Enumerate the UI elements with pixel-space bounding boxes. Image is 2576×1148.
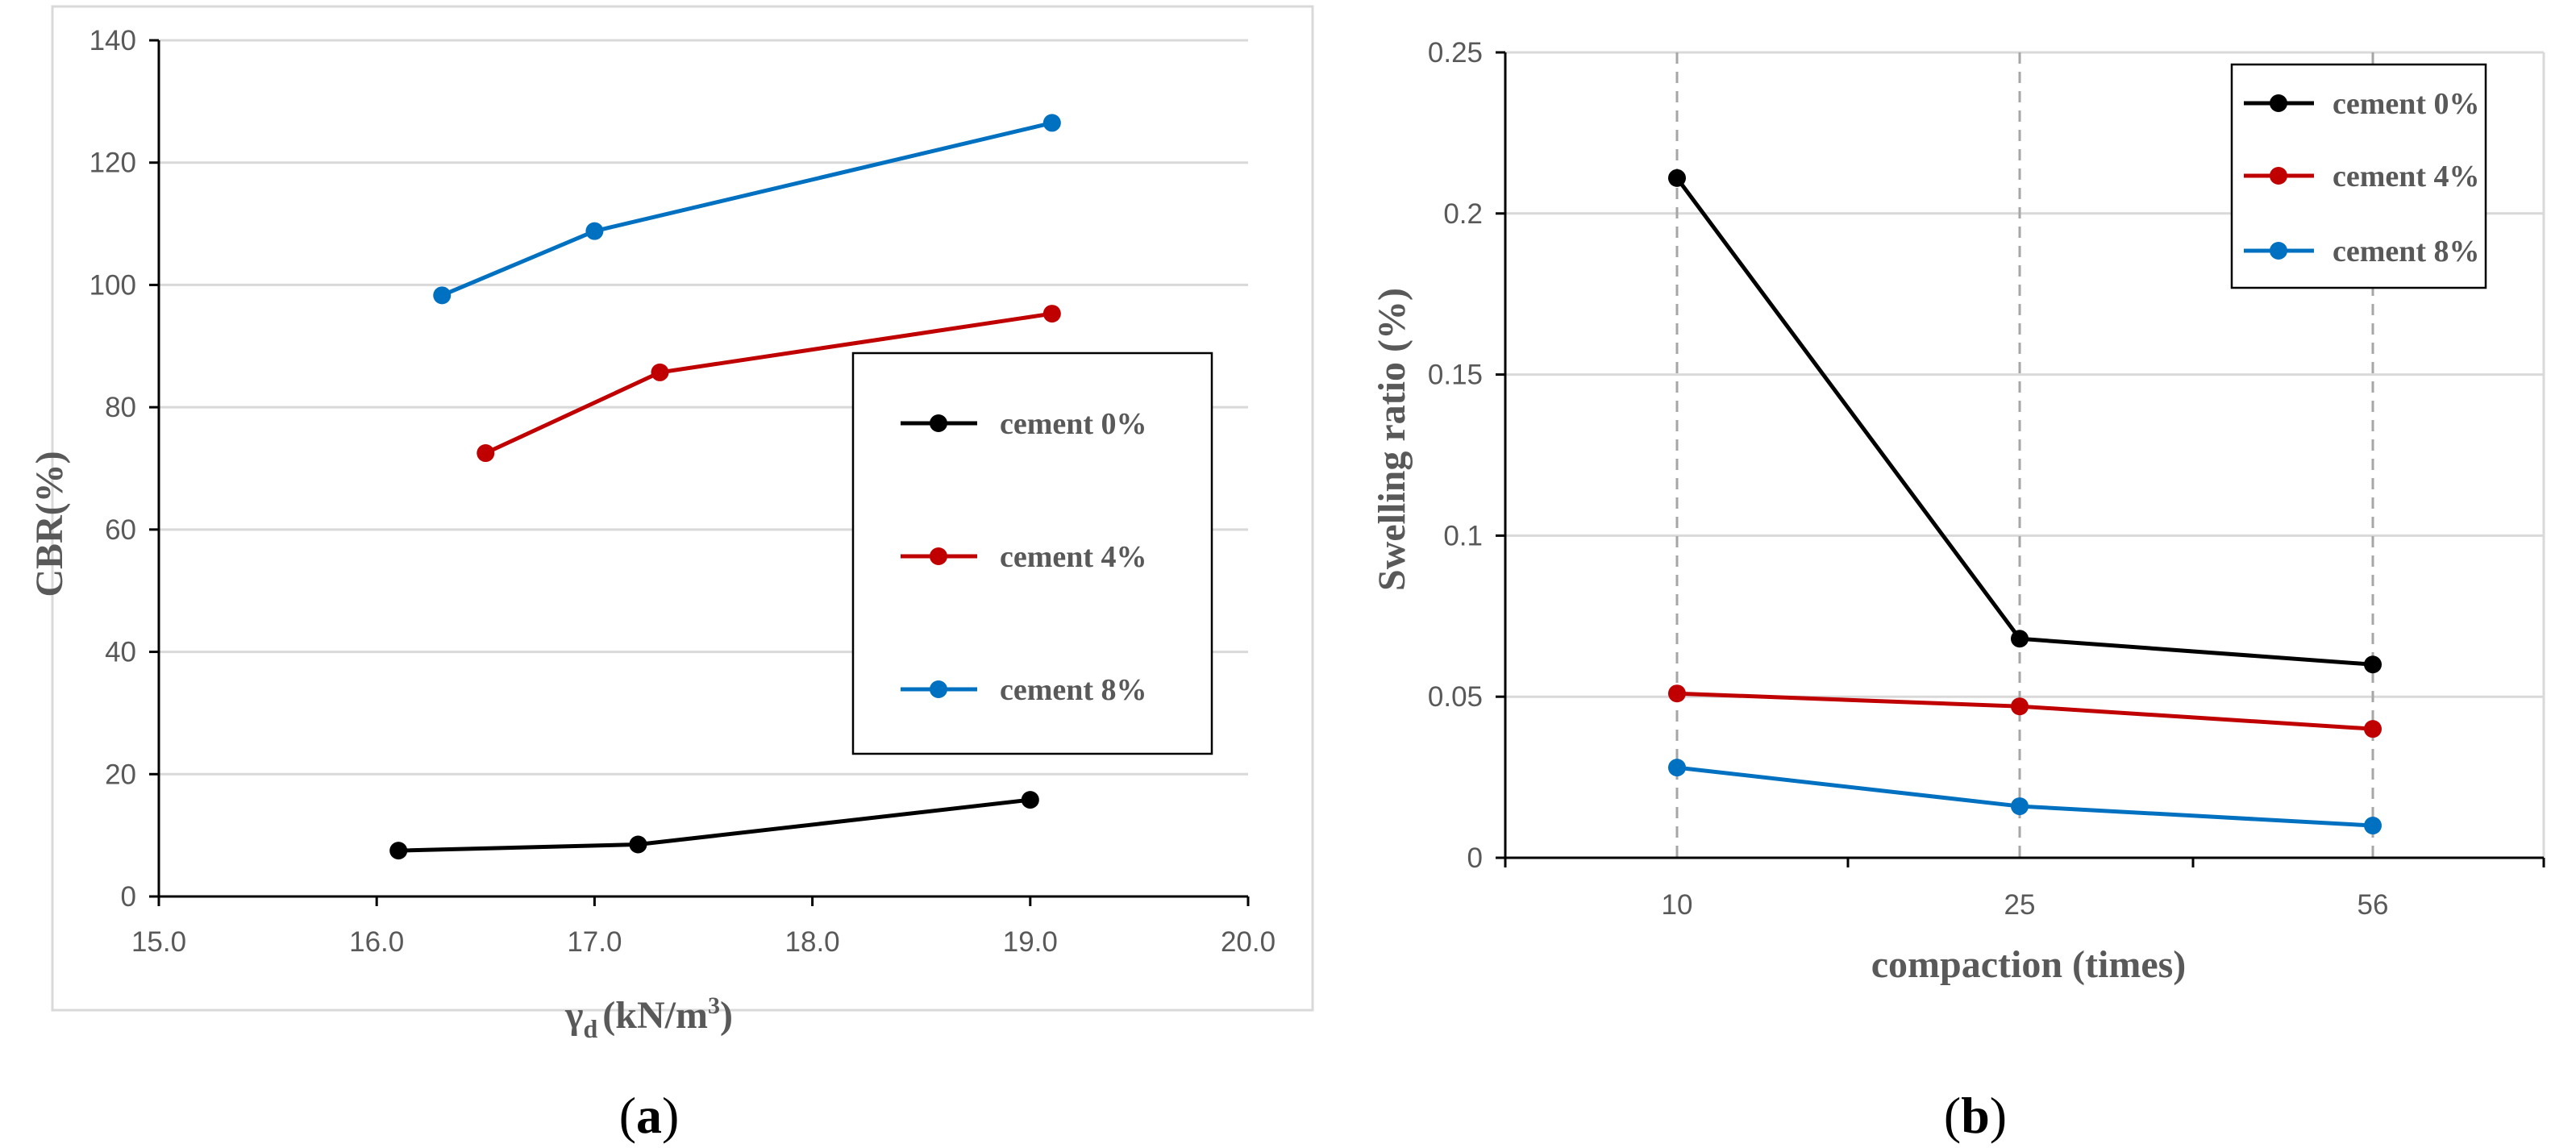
chart-a-legend: cement 0% cement 4% cement 8% bbox=[851, 351, 1213, 755]
chart-b-data-point bbox=[2364, 817, 2382, 835]
chart-a-data-point bbox=[1021, 791, 1039, 809]
chart-b-data-point bbox=[2364, 720, 2382, 738]
chart-a-panel-caption: (a) bbox=[619, 1087, 680, 1144]
chart-b-legend-swatch-marker bbox=[2270, 242, 2287, 260]
chart-a-x-tick-label: 18.0 bbox=[785, 926, 840, 958]
chart-b-data-point bbox=[2364, 655, 2382, 674]
chart-a-x-tick-label: 20.0 bbox=[1221, 926, 1276, 958]
chart-b-series-line-2 bbox=[1676, 765, 2374, 828]
chart-a-y-tick-labels: 0 20 40 60 80 100 120 140 bbox=[89, 25, 136, 913]
chart-a-x-label-unit-sup: 3 bbox=[708, 992, 720, 1019]
chart-a-y-tick-label: 40 bbox=[105, 637, 136, 668]
chart-a-data-point bbox=[433, 286, 452, 305]
chart-a-y-tick-label: 60 bbox=[105, 514, 136, 546]
chart-a-x-tick-label: 15.0 bbox=[131, 926, 186, 958]
chart-a-legend-box bbox=[851, 351, 1213, 755]
chart-a-y-tick-label: 100 bbox=[89, 269, 136, 301]
chart-a-legend-swatch-marker bbox=[930, 680, 947, 698]
chart-b-data-point bbox=[1668, 684, 1686, 703]
chart-a-x-label-symbol: γ bbox=[564, 994, 583, 1037]
chart-b-series bbox=[1668, 168, 2382, 835]
chart-a-data-point bbox=[585, 222, 604, 240]
chart-b-data-point bbox=[2011, 630, 2029, 648]
chart-b-data-point bbox=[1668, 759, 1686, 777]
chart-a-x-tick-label: 17.0 bbox=[567, 926, 622, 958]
chart-b-x-tick-label: 10 bbox=[1662, 889, 1693, 921]
chart-a-y-tick-label: 120 bbox=[89, 148, 136, 179]
chart-b-y-axis-label: Swelling ratio (%) bbox=[1371, 288, 1413, 591]
chart-a-y-axis-label: CBR(%) bbox=[28, 451, 71, 597]
chart-a-data-point bbox=[1042, 114, 1061, 132]
chart-b-y-tick-label: 0 bbox=[1467, 842, 1483, 874]
chart-b-x-tick-label: 25 bbox=[2004, 889, 2036, 921]
chart-a-data-point bbox=[389, 842, 408, 860]
chart-b-panel-caption: (b) bbox=[1944, 1087, 2007, 1144]
chart-a-y-tick-label: 140 bbox=[89, 25, 136, 56]
chart-b-y-tick-label: 0.2 bbox=[1443, 198, 1483, 230]
chart-a-x-tick-label: 16.0 bbox=[349, 926, 404, 958]
chart-b-legend-swatch-marker bbox=[2270, 94, 2287, 112]
chart-b-data-point bbox=[1668, 168, 1686, 187]
chart-a-y-tick-label: 0 bbox=[121, 881, 136, 913]
chart-a-y-tick-label: 20 bbox=[105, 759, 136, 790]
chart-a-data-point bbox=[629, 835, 647, 854]
chart-a-legend-label: cement 0% bbox=[1000, 407, 1147, 441]
chart-a-data-point bbox=[476, 444, 495, 463]
chart-b-y-tick-label: 0.15 bbox=[1428, 360, 1483, 391]
chart-b-x-tick-label: 56 bbox=[2358, 889, 2389, 921]
chart-b-y-tick-label: 0.1 bbox=[1443, 520, 1483, 551]
chart-a-x-tick-label: 19.0 bbox=[1003, 926, 1058, 958]
chart-a-x-axis-label: γd (kN/m3) bbox=[564, 992, 733, 1043]
chart-a-x-label-subscript: d bbox=[584, 1014, 598, 1043]
chart-b-x-tick-labels: 10 25 56 bbox=[1662, 889, 2389, 921]
chart-a-data-point bbox=[1042, 305, 1061, 323]
chart-a-y-tick-label: 80 bbox=[105, 392, 136, 423]
chart-b-legend-label: cement 4% bbox=[2333, 160, 2480, 193]
chart-a-axes bbox=[149, 39, 1250, 906]
chart-a-data-point bbox=[651, 363, 669, 381]
chart-a-legend-label: cement 4% bbox=[1000, 540, 1147, 574]
chart-a-legend-swatch-marker bbox=[930, 547, 947, 565]
chart-a-x-tick-labels: 15.0 16.0 17.0 18.0 19.0 20.0 bbox=[131, 926, 1276, 958]
chart-a: 0 20 40 60 80 100 120 140 15.0 16.0 17.0 18.0 19.0 2… bbox=[28, 5, 1314, 1144]
chart-b-panel-letter: b bbox=[1961, 1087, 1990, 1144]
chart-b-axes bbox=[1496, 51, 2545, 867]
chart-b-y-tick-labels: 0 0.05 0.1 0.15 0.2 0.25 bbox=[1428, 37, 1483, 874]
chart-a-series bbox=[389, 114, 1061, 860]
chart-b-y-tick-label: 0.05 bbox=[1428, 681, 1483, 713]
chart-b-legend-label: cement 0% bbox=[2333, 87, 2480, 121]
chart-a-legend-label: cement 8% bbox=[1000, 673, 1147, 707]
chart-b-legend-label: cement 8% bbox=[2333, 235, 2480, 268]
chart-b-data-point bbox=[2011, 697, 2029, 716]
chart-a-x-label-close: ) bbox=[720, 994, 733, 1037]
chart-a-panel-letter: a bbox=[636, 1087, 662, 1144]
chart-b: 0 0.05 0.1 0.15 0.2 0.25 10 25 56 Swelling rati… bbox=[1371, 37, 2545, 1144]
chart-b-legend: cement 0% cement 4% cement 8% bbox=[2230, 63, 2487, 289]
chart-b-x-axis-label: compaction (times) bbox=[1871, 943, 2187, 986]
chart-a-legend-swatch-marker bbox=[930, 414, 947, 432]
chart-a-x-label-unit: (kN/m bbox=[602, 994, 708, 1037]
chart-b-data-point bbox=[2011, 797, 2029, 816]
chart-b-y-tick-label: 0.25 bbox=[1428, 37, 1483, 69]
chart-b-legend-swatch-marker bbox=[2270, 167, 2287, 185]
